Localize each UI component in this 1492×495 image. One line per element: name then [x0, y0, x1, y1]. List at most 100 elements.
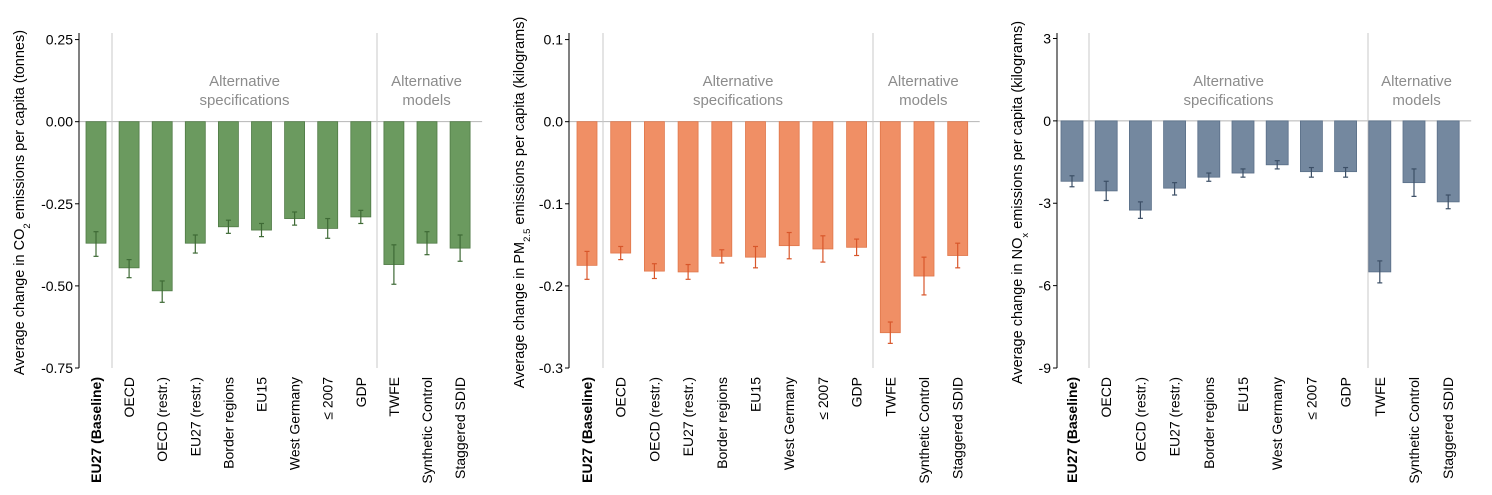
bar-5: [1197, 120, 1221, 178]
category-label-8: ≤ 2007: [1303, 377, 1319, 420]
category-label-6: EU15: [748, 377, 764, 412]
category-label-11: Synthetic Control: [1406, 377, 1422, 484]
bar-10: [879, 121, 901, 334]
bar-2: [610, 121, 632, 254]
y-axis-label-main: Average change in CO: [12, 229, 28, 375]
bar-11: [913, 121, 935, 277]
y-axis-label-subscript: 2: [22, 223, 33, 228]
y-tick-label-3: -0.1: [539, 196, 563, 212]
bar-5: [711, 121, 733, 257]
category-label-3: OECD (restr.): [154, 377, 170, 462]
category-label-4: EU27 (restr.): [1167, 377, 1183, 456]
y-tick-label-4: -6: [1039, 278, 1052, 294]
bar-7: [778, 121, 800, 247]
y-axis-label-unit: emissions per capita (kilograms): [512, 17, 528, 229]
y-axis-label-subscript: 2.5: [522, 229, 533, 242]
group-label-1-line-1: Alternative: [209, 73, 280, 90]
bar-12: [449, 121, 471, 249]
bar-6: [1231, 120, 1255, 174]
category-label-6: EU15: [254, 377, 270, 412]
bar-8: [812, 121, 834, 250]
group-label-2-line-2: models: [1392, 92, 1440, 109]
group-label-2-line-1: Alternative: [888, 73, 959, 90]
category-label-12: Staggered SDID: [1440, 377, 1456, 479]
category-label-10: TWFE: [882, 377, 898, 417]
bar-4: [1163, 120, 1186, 189]
y-tick-label-4: -0.2: [539, 278, 563, 294]
y-axis-label: Average change in PM2.5 emissions per ca…: [512, 17, 533, 389]
y-tick-label-2: 0.0: [544, 114, 564, 130]
category-label-5: Border regions: [1201, 377, 1217, 469]
bar-12: [947, 121, 969, 256]
y-tick-label-2: 0.00: [46, 114, 73, 130]
category-label-8: ≤ 2007: [320, 377, 336, 420]
y-tick-label-5: -0.75: [41, 360, 73, 376]
bar-7: [284, 121, 306, 219]
category-label-10: TWFE: [386, 377, 402, 417]
bar-1: [576, 121, 598, 266]
y-tick-label-3: -0.25: [41, 196, 73, 212]
category-label-1: EU27 (Baseline): [1064, 377, 1080, 483]
group-label-1-line-2: specifications: [693, 92, 783, 109]
bar-4: [677, 121, 699, 273]
category-label-1: EU27 (Baseline): [579, 377, 595, 483]
category-label-2: OECD: [613, 377, 629, 417]
bar-3: [644, 121, 665, 272]
y-tick-label-2: 0: [1043, 113, 1051, 129]
y-axis-label-unit: emissions per capita (tonnes): [12, 30, 28, 223]
y-tick-label-1: 0.25: [46, 32, 73, 48]
bar-10: [1368, 120, 1392, 273]
y-axis-label-main: Average change in NO: [1010, 238, 1026, 384]
bar-2: [1094, 120, 1118, 192]
y-tick-label-1: 0.1: [544, 32, 564, 48]
category-label-3: OECD (restr.): [1132, 377, 1148, 462]
y-tick-label-4: -0.50: [41, 278, 73, 294]
group-label-1-line-1: Alternative: [703, 73, 774, 90]
bar-5: [217, 121, 239, 228]
category-label-1: EU27 (Baseline): [88, 377, 104, 483]
category-label-2: OECD: [1098, 377, 1114, 417]
category-label-7: West Germany: [1269, 377, 1285, 470]
bar-8: [317, 121, 339, 229]
group-label-2-line-2: models: [402, 92, 450, 109]
bar-6: [251, 121, 272, 231]
bar-4: [184, 121, 206, 244]
group-label-2-line-2: models: [899, 92, 947, 109]
category-label-8: ≤ 2007: [815, 377, 831, 420]
y-tick-label-5: -0.3: [539, 360, 563, 376]
y-tick-label-3: -3: [1039, 195, 1052, 211]
bar-9: [1334, 120, 1357, 173]
group-label-1-line-1: Alternative: [1193, 73, 1264, 90]
y-tick-label-5: -9: [1039, 360, 1052, 376]
bar-11: [416, 121, 438, 244]
category-label-10: TWFE: [1372, 377, 1388, 417]
y-tick-label-1: 3: [1043, 30, 1051, 46]
bar-3: [1129, 120, 1152, 211]
category-label-6: EU15: [1235, 377, 1251, 412]
group-label-1-line-2: specifications: [199, 92, 289, 109]
group-label-2-line-1: Alternative: [391, 73, 462, 90]
y-axis-label: Average change in CO2 emissions per capi…: [12, 30, 33, 375]
category-label-11: Synthetic Control: [916, 377, 932, 484]
bar-8: [1300, 120, 1323, 173]
category-label-9: GDP: [353, 377, 369, 407]
bar-12: [1436, 120, 1460, 203]
category-label-4: EU27 (restr.): [680, 377, 696, 456]
category-label-9: GDP: [849, 377, 865, 407]
bar-9: [846, 121, 867, 248]
y-axis-label-subscript: x: [1020, 233, 1031, 238]
category-label-5: Border regions: [714, 377, 730, 469]
category-label-3: OECD (restr.): [646, 377, 662, 462]
category-label-2: OECD: [121, 377, 137, 417]
bar-2: [118, 121, 140, 269]
bar-6: [745, 121, 766, 258]
y-axis-label-unit: emissions per capita (kilograms): [1010, 21, 1026, 233]
bar-7: [1265, 120, 1289, 166]
chart-panel-3: Alternative specifications Alternative mode…: [1010, 21, 1472, 484]
category-label-5: Border regions: [220, 377, 236, 469]
bar-1: [85, 121, 107, 244]
bar-10: [383, 121, 405, 265]
category-label-9: GDP: [1338, 377, 1354, 407]
